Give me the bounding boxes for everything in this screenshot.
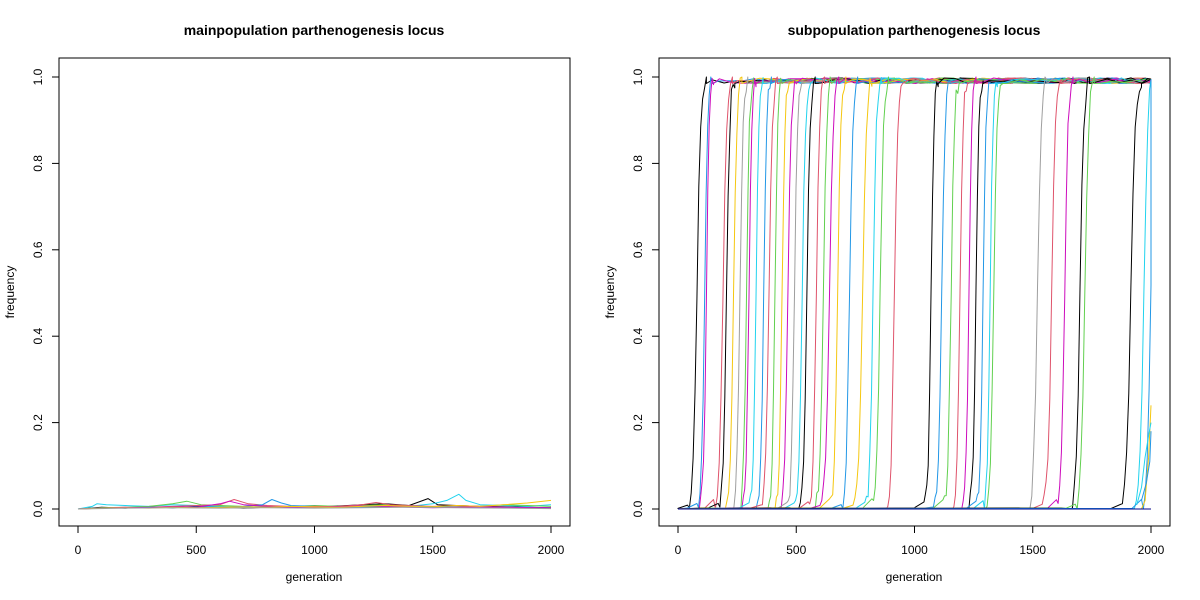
right-panel: subpopulation parthenogenesis locus 0 500… — [603, 22, 1171, 584]
left-y-tick-label: 0.6 — [31, 241, 45, 258]
left-y-tick-label: 0.2 — [31, 414, 45, 431]
left-x-axis-label: generation — [286, 570, 343, 584]
right-x-tick-label: 1500 — [1019, 543, 1046, 557]
series-line-7 — [77, 506, 552, 510]
right-y-axis-label: frequency — [603, 266, 617, 319]
right-x-tick-label: 0 — [675, 543, 682, 557]
left-y-tick-label: 0.0 — [31, 500, 45, 517]
right-y-tick-label: 0.0 — [631, 500, 645, 517]
left-x-tick-label: 0 — [75, 543, 82, 557]
right-x-tick-label: 2000 — [1138, 543, 1165, 557]
right-x-tick-label: 1000 — [901, 543, 928, 557]
left-y-tick-label: 0.8 — [31, 155, 45, 172]
right-y-axis: 0.0 0.2 0.4 0.6 0.8 1.0 — [631, 68, 660, 517]
left-x-tick-label: 1000 — [301, 543, 328, 557]
left-series-lines — [77, 493, 552, 510]
left-y-tick-label: 1.0 — [31, 68, 45, 85]
right-y-tick-label: 1.0 — [631, 68, 645, 85]
sweep-series-line-40 — [677, 76, 1152, 510]
right-x-tick-label: 500 — [786, 543, 806, 557]
right-y-tick-label: 0.6 — [631, 241, 645, 258]
left-y-axis-label: frequency — [3, 266, 17, 319]
right-x-axis-label: generation — [886, 570, 943, 584]
right-x-axis: 0 500 1000 1500 2000 — [675, 525, 1165, 557]
left-x-tick-label: 1500 — [419, 543, 446, 557]
right-plot-title: subpopulation parthenogenesis locus — [788, 22, 1041, 38]
left-x-tick-label: 500 — [186, 543, 206, 557]
sweep-series-line-38 — [677, 76, 1152, 510]
right-y-tick-label: 0.4 — [631, 328, 645, 345]
left-x-tick-label: 2000 — [538, 543, 565, 557]
left-plot-title: mainpopulation parthenogenesis locus — [184, 22, 445, 38]
left-panel: mainpopulation parthenogenesis locus 0 50… — [3, 22, 571, 584]
right-series-lines — [677, 76, 1152, 510]
right-y-tick-label: 0.8 — [631, 155, 645, 172]
tail-series-line-2 — [1141, 431, 1152, 501]
left-x-axis: 0 500 1000 1500 2000 — [75, 525, 565, 557]
right-y-tick-label: 0.2 — [631, 414, 645, 431]
left-y-axis: 0.0 0.2 0.4 0.6 0.8 1.0 — [31, 68, 60, 517]
left-y-tick-label: 0.4 — [31, 328, 45, 345]
sweep-series-line-41 — [677, 78, 1152, 510]
tail-series-line-1 — [1136, 422, 1152, 505]
